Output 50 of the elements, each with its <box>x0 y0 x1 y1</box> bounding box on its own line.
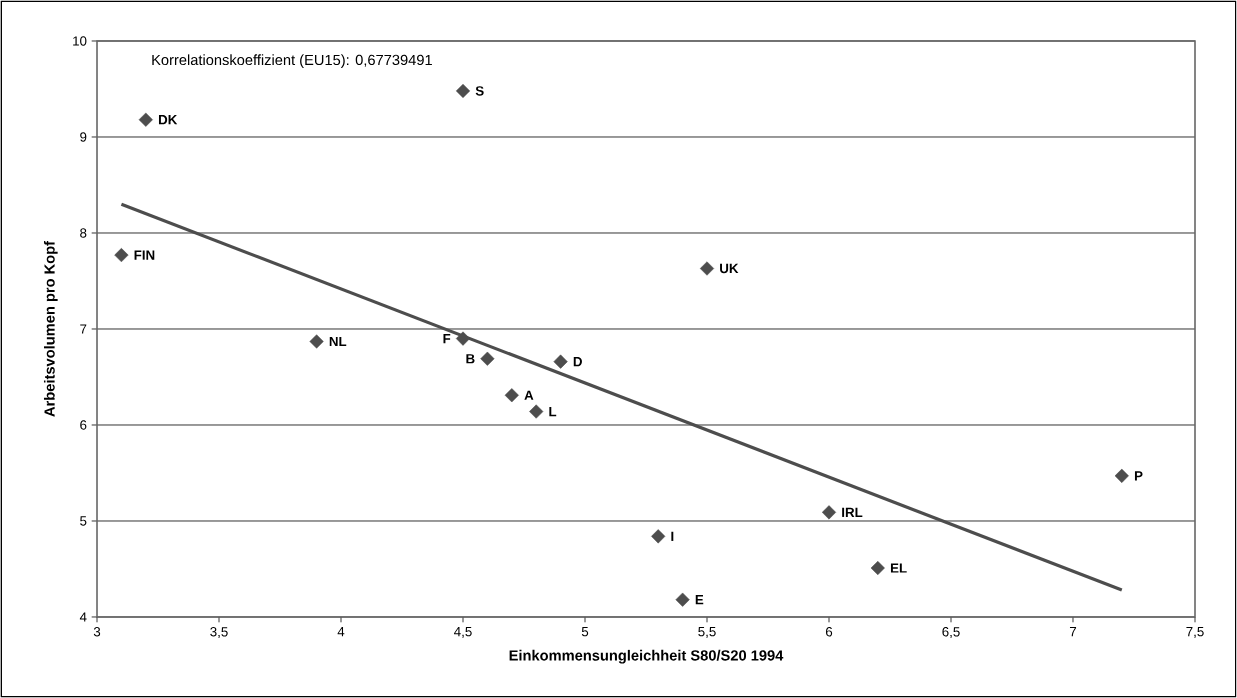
annotation: A <box>524 390 534 400</box>
point <box>870 560 885 576</box>
x-tick-label: 6 <box>825 627 833 637</box>
annotation: UK <box>720 263 739 274</box>
point <box>455 331 471 346</box>
point <box>1114 468 1129 483</box>
y-tick-label: 4 <box>79 612 87 622</box>
y-axis-title: Arbeitsvolumen pro Kopf <box>43 240 58 417</box>
x-tick-label: 7 <box>1069 627 1077 637</box>
x-tick-label: 3 <box>93 627 101 637</box>
y-tick-label: 5 <box>80 516 87 526</box>
annotation: L <box>549 406 557 417</box>
annotation: F <box>443 334 451 344</box>
x-tick-label: 4 <box>337 627 345 637</box>
annotation: E <box>695 595 704 605</box>
annotation: EL <box>890 563 907 573</box>
annotation: D <box>573 357 582 367</box>
annotation: S <box>475 86 484 96</box>
annotation: DK <box>158 115 178 125</box>
x-tick-label: 5,5 <box>698 627 716 638</box>
x-tick-label: 7,5 <box>1186 627 1204 638</box>
point <box>675 592 690 607</box>
y-tick-label: 7 <box>80 324 87 334</box>
x-tick-label: 6,5 <box>942 627 960 639</box>
x-tick-label: 5 <box>581 627 589 637</box>
annotation: I <box>671 531 674 541</box>
x-tick-label: 3,5 <box>210 627 228 639</box>
annotation: B <box>466 354 475 364</box>
point <box>821 505 837 520</box>
point <box>114 248 129 263</box>
point <box>553 354 568 369</box>
y-tick-label: 9 <box>80 132 87 142</box>
annotation: P <box>1134 471 1143 481</box>
y-tick-label: 8 <box>80 228 87 238</box>
annotation: IRL <box>842 507 863 517</box>
point <box>480 351 495 366</box>
point <box>529 404 544 419</box>
annotation: FIN <box>134 250 155 260</box>
point <box>138 112 153 127</box>
point <box>504 388 519 403</box>
point <box>455 83 471 98</box>
y-tick-label: 6 <box>80 420 87 430</box>
point <box>309 334 324 349</box>
point <box>699 261 715 276</box>
x-axis-title: Einkommensungleichheit S80/S20 1994 <box>509 649 784 664</box>
x-tick-label: 4,5 <box>454 627 472 638</box>
point <box>651 529 666 544</box>
annotation: NL <box>329 336 347 347</box>
y-tick-label: 10 <box>73 36 87 46</box>
annotation: Korrelationskoeffizient (EU15): 0,67739491 <box>152 54 432 69</box>
